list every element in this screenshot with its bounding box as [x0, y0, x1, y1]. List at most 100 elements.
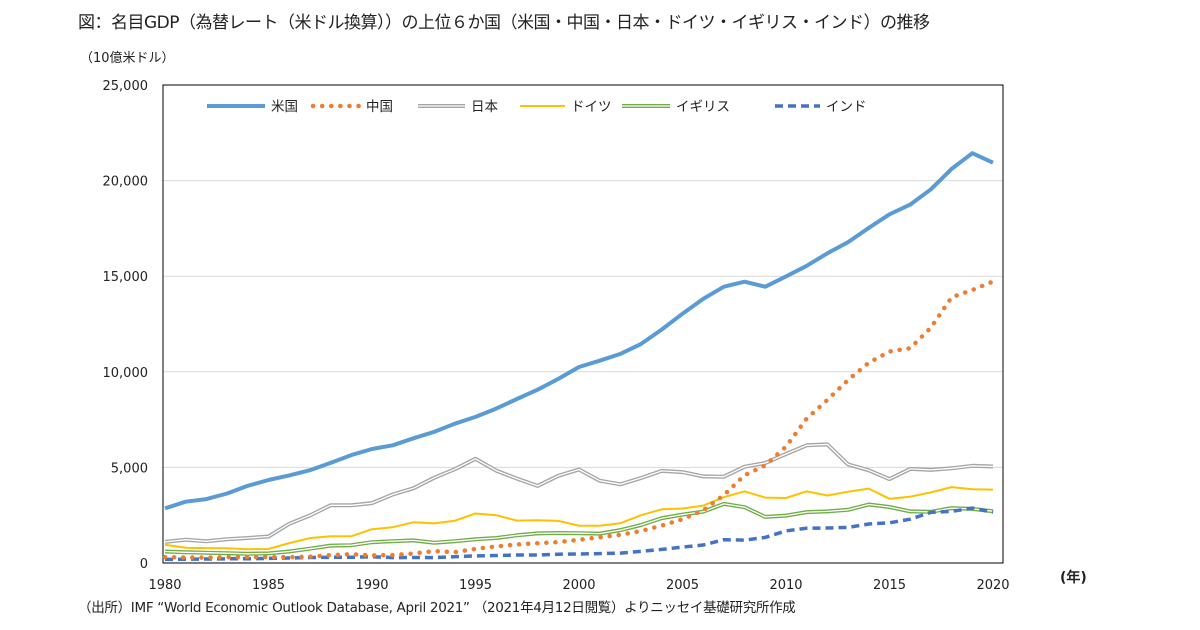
- data-point: [515, 477, 519, 481]
- data-point: [950, 167, 954, 171]
- data-point: [246, 536, 250, 540]
- data-point: [763, 535, 767, 539]
- data-point: [763, 496, 767, 500]
- data-point: [701, 474, 705, 478]
- data-point: [204, 556, 208, 560]
- data-point: [391, 492, 395, 496]
- data-point: [577, 531, 581, 535]
- data-point: [287, 541, 291, 545]
- legend-item: 米国: [207, 99, 298, 115]
- x-axis-unit-label: (年): [1060, 570, 1087, 586]
- data-point: [204, 551, 208, 555]
- data-point: [474, 415, 478, 419]
- legend-item: ドイツ: [520, 99, 612, 115]
- data-point: [474, 457, 478, 461]
- data-point: [308, 555, 312, 559]
- data-point: [184, 555, 188, 559]
- data-point: [929, 326, 933, 330]
- data-point: [784, 529, 788, 533]
- data-point: [370, 527, 374, 531]
- data-point: [598, 552, 602, 556]
- y-tick-label: 5,000: [111, 461, 148, 476]
- data-point: [867, 487, 871, 491]
- data-point: [411, 486, 415, 490]
- data-point: [743, 465, 747, 469]
- data-point: [370, 540, 374, 544]
- data-point: [701, 508, 705, 512]
- data-point: [432, 476, 436, 480]
- data-point: [929, 468, 933, 472]
- data-point: [908, 203, 912, 207]
- data-point: [163, 555, 167, 559]
- data-point: [970, 288, 974, 292]
- x-tick-label: 1995: [459, 578, 492, 593]
- data-point: [846, 240, 850, 244]
- data-point: [805, 510, 809, 514]
- data-point: [929, 490, 933, 494]
- data-point: [163, 550, 167, 554]
- data-point: [825, 526, 829, 530]
- series-1: [162, 279, 996, 560]
- data-point: [453, 519, 457, 523]
- data-point: [267, 555, 271, 559]
- x-tick-label: 2020: [976, 578, 1009, 593]
- y-axis-unit-label: （10億米ドル）: [80, 51, 175, 66]
- data-point: [722, 502, 726, 506]
- data-point: [867, 468, 871, 472]
- data-point: [267, 547, 271, 551]
- data-point: [908, 517, 912, 521]
- data-point: [639, 529, 643, 533]
- data-point: [598, 535, 602, 539]
- legend-item: インド: [775, 99, 867, 115]
- data-point: [287, 555, 291, 559]
- data-point: [329, 503, 333, 507]
- data-point: [556, 519, 560, 523]
- data-point: [329, 461, 333, 465]
- data-point: [536, 484, 540, 488]
- data-point: [308, 536, 312, 540]
- y-tick-label: 20,000: [103, 175, 149, 190]
- y-tick-label: 25,000: [103, 79, 149, 94]
- data-point: [370, 553, 374, 557]
- data-point: [639, 523, 643, 527]
- data-point: [246, 547, 250, 551]
- data-point: [536, 388, 540, 392]
- data-point: [681, 545, 685, 549]
- data-point: [888, 212, 892, 216]
- data-point: [598, 524, 602, 528]
- series-line: [164, 506, 994, 562]
- data-point: [577, 552, 581, 556]
- data-point: [929, 187, 933, 191]
- data-point: [474, 511, 478, 515]
- data-point: [639, 513, 643, 517]
- data-point: [515, 519, 519, 523]
- data-point: [825, 509, 829, 513]
- series-2: [164, 442, 994, 544]
- data-point: [991, 488, 995, 492]
- data-point: [184, 546, 188, 550]
- data-point: [370, 501, 374, 505]
- y-tick-label: 0: [140, 557, 148, 572]
- data-point: [536, 531, 540, 535]
- data-point: [991, 279, 995, 283]
- data-point: [618, 551, 622, 555]
- data-point: [536, 541, 540, 545]
- data-point: [805, 526, 809, 530]
- data-point: [618, 533, 622, 537]
- data-point: [722, 493, 726, 497]
- data-point: [825, 398, 829, 402]
- data-point: [453, 422, 457, 426]
- x-tick-label: 1990: [355, 578, 388, 593]
- series-line: [164, 151, 994, 511]
- data-point: [225, 546, 229, 550]
- data-point: [639, 549, 643, 553]
- data-point: [370, 447, 374, 451]
- data-point: [950, 466, 954, 470]
- data-point: [184, 500, 188, 504]
- data-point: [867, 361, 871, 365]
- data-point: [577, 365, 581, 369]
- data-point: [246, 555, 250, 559]
- data-point: [474, 554, 478, 558]
- data-point: [411, 520, 415, 524]
